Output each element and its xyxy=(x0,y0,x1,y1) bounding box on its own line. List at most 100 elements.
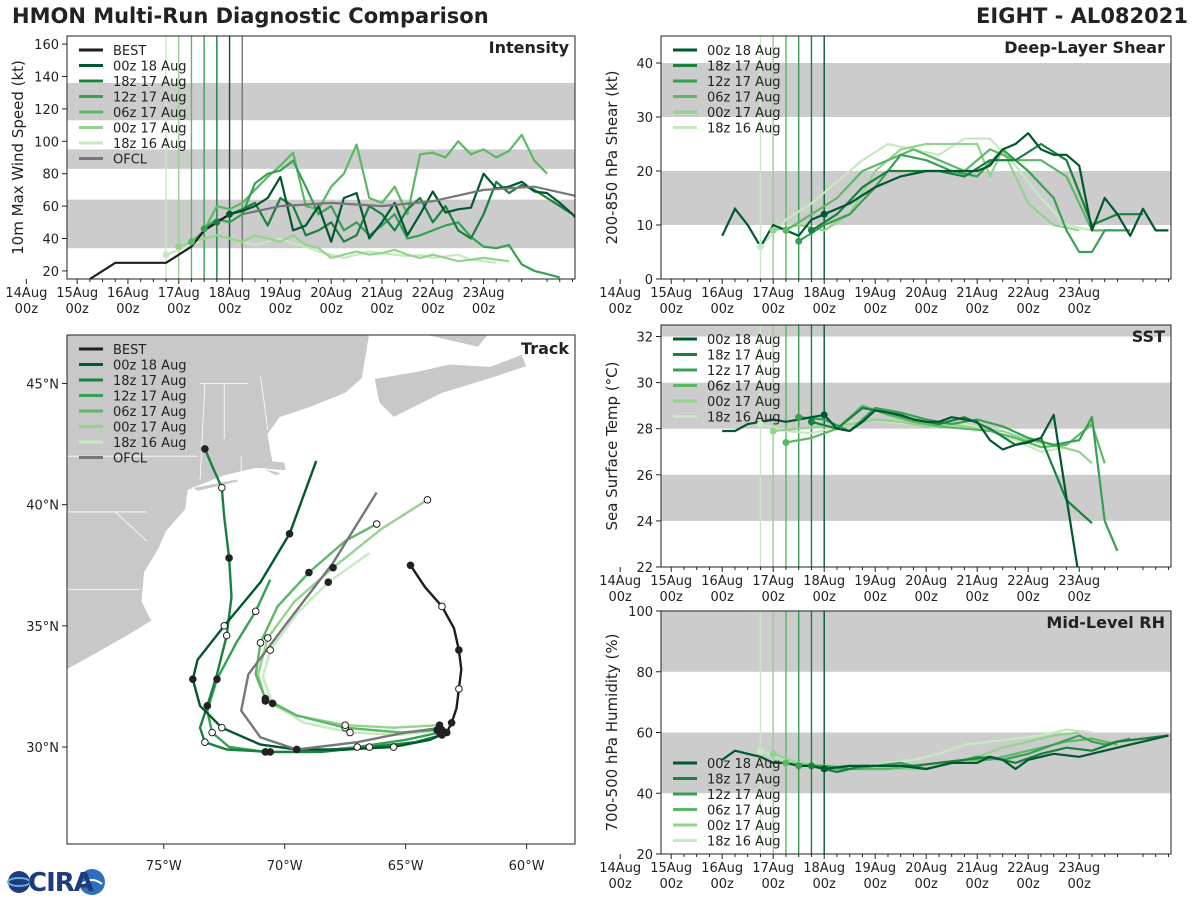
shear-xtick-hour-6: 00z xyxy=(915,302,939,317)
rh-legend-label-5: 18z 16 Aug xyxy=(707,835,781,850)
rh-band-1 xyxy=(661,611,1171,672)
intensity-ytick-label-3: 80 xyxy=(42,168,59,183)
sst-ytick-label-3: 28 xyxy=(636,423,653,438)
shear-xtick-hour-0: 00z xyxy=(609,302,633,317)
shear-xtick-day-7: 21Aug xyxy=(956,286,998,301)
track-marker-2 xyxy=(222,631,231,640)
state-border-4 xyxy=(199,383,206,481)
rh-xtick-day-9: 23Aug xyxy=(1058,861,1100,876)
shear-frame xyxy=(660,35,1172,280)
track-panel: 75°W 70°W 65°W 60°W 45°N 40°N 35°N 30°N Track BES… xyxy=(26,334,576,874)
state-border-8 xyxy=(115,511,148,542)
shear-init-marker-5 xyxy=(756,243,764,251)
shear-xtick-day-0: 14Aug xyxy=(599,286,641,301)
shear-ytick-label-1: 10 xyxy=(636,219,653,234)
shear-best-line xyxy=(721,206,825,249)
intensity-ytick-label-1: 40 xyxy=(42,233,59,248)
track-marker-3 xyxy=(251,607,260,616)
rh-xtick-day-1: 15Aug xyxy=(650,861,692,876)
intensity-ytick-label-5: 120 xyxy=(34,103,59,118)
intensity-xtick-hour-9: 00z xyxy=(472,302,496,317)
track-marker-0 xyxy=(455,646,463,654)
track-ofcl-line xyxy=(239,491,443,751)
intensity-xtick-day-4: 18Aug xyxy=(209,286,251,301)
track-marker-0 xyxy=(455,685,463,693)
sst-band-2 xyxy=(661,325,1171,337)
intensity-init-marker-0 xyxy=(226,210,234,218)
sst-xtick-hour-8: 00z xyxy=(1017,590,1041,605)
rh-ytick-label-4: 100 xyxy=(628,605,653,620)
intensity-legend-label-7: OFCL xyxy=(113,153,148,168)
intensity-xtick-hour-0: 00z xyxy=(15,302,39,317)
rh-init-marker-3 xyxy=(782,759,790,767)
track-legend-label-3: 12z 17 Aug xyxy=(113,390,187,405)
shear-band-0 xyxy=(661,171,1171,225)
page-title: HMON Multi-Run Diagnostic Comparison xyxy=(12,4,489,28)
shear-legend-label-0: 00z 18 Aug xyxy=(707,44,781,59)
land-mass-3 xyxy=(191,478,240,492)
rh-ytick-label-1: 40 xyxy=(636,787,653,802)
track-series-5 xyxy=(261,552,443,737)
rh-best-line xyxy=(721,749,825,771)
rh-ytick-label-2: 60 xyxy=(636,727,653,742)
track-marker-6 xyxy=(266,646,275,654)
track-marker-2 xyxy=(201,445,209,453)
rh-legend-label-2: 12z 17 Aug xyxy=(707,788,781,803)
rh-xtick-hour-1: 00z xyxy=(660,877,684,892)
track-marker-0 xyxy=(406,561,415,570)
sst-series-1 xyxy=(811,406,1093,525)
shear-series-3 xyxy=(785,148,1118,232)
sst-title: SST xyxy=(1132,327,1165,346)
intensity-ytick-label-7: 160 xyxy=(34,38,59,53)
intensity-xtick-day-3: 17Aug xyxy=(158,286,200,301)
intensity-series-0 xyxy=(229,172,575,243)
sst-xtick-day-1: 15Aug xyxy=(650,574,692,589)
sst-xtick-hour-6: 00z xyxy=(915,590,939,605)
shear-ylabel: 200-850 hPa Shear (kt) xyxy=(603,71,621,245)
rh-init-marker-1 xyxy=(807,762,815,770)
state-border-5 xyxy=(260,376,269,430)
cira-logo: CIRA xyxy=(6,866,106,898)
track-legend-label-5: 00z 17 Aug xyxy=(113,421,187,436)
rh-xtick-day-6: 20Aug xyxy=(905,861,947,876)
sst-xtick-hour-4: 00z xyxy=(813,590,837,605)
intensity-init-marker-1 xyxy=(213,218,221,226)
shear-legend-label-4: 00z 17 Aug xyxy=(707,106,781,121)
shear-xtick-day-6: 20Aug xyxy=(905,286,947,301)
shear-xtick-hour-3: 00z xyxy=(762,302,786,317)
track-marker-5 xyxy=(263,634,272,642)
sst-xtick-hour-0: 00z xyxy=(609,590,633,605)
track-legend-label-1: 00z 18 Aug xyxy=(113,359,187,374)
intensity-init-marker-4 xyxy=(175,243,183,251)
intensity-xtick-day-7: 21Aug xyxy=(361,286,403,301)
sst-xtick-hour-3: 00z xyxy=(762,590,786,605)
sst-xtick-day-8: 22Aug xyxy=(1007,574,1049,589)
land-mass-0 xyxy=(67,335,370,670)
intensity-legend-label-2: 18z 17 Aug xyxy=(113,75,187,90)
sst-xtick-hour-9: 00z xyxy=(1068,590,1092,605)
intensity-legend-label-4: 06z 17 Aug xyxy=(113,106,187,121)
track-series-3 xyxy=(254,523,438,734)
shear-init-marker-4 xyxy=(769,226,777,234)
intensity-xtick-day-2: 16Aug xyxy=(107,286,149,301)
track-series-4 xyxy=(256,498,440,729)
rh-xtick-hour-2: 00z xyxy=(711,877,735,892)
shear-xtick-day-9: 23Aug xyxy=(1058,286,1100,301)
rh-ytick-label-0: 20 xyxy=(636,848,653,863)
intensity-ytick-label-2: 60 xyxy=(42,200,59,215)
shear-xtick-hour-9: 00z xyxy=(1068,302,1092,317)
sst-xtick-hour-5: 00z xyxy=(864,590,888,605)
track-series-2 xyxy=(206,579,440,754)
sst-xtick-hour-7: 00z xyxy=(966,590,990,605)
intensity-ytick-label-0: 20 xyxy=(42,265,59,280)
rh-xtick-hour-4: 00z xyxy=(813,877,837,892)
shear-series-5 xyxy=(759,137,1093,248)
track-marker-0 xyxy=(447,719,456,727)
land-mass-2 xyxy=(424,335,489,348)
track-marker-5 xyxy=(341,721,349,730)
shear-init-marker-2 xyxy=(795,237,803,245)
sst-xtick-hour-2: 00z xyxy=(711,590,735,605)
sst-legend-label-1: 18z 17 Aug xyxy=(707,349,781,364)
track-marker-2 xyxy=(365,743,374,751)
intensity-xtick-day-5: 19Aug xyxy=(259,286,301,301)
